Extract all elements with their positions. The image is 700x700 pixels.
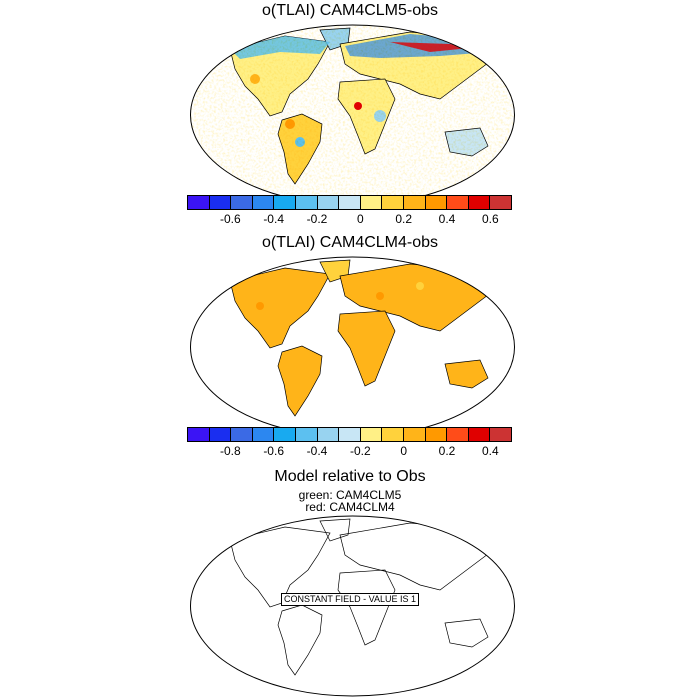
panel2-title: o(TLAI) CAM4CLM4-obs: [261, 234, 439, 251]
colorbar-box: [274, 196, 296, 209]
colorbar-box: [468, 196, 491, 209]
colorbar-tick-label: 0.6: [481, 212, 499, 226]
colorbar-tick-label: -0.8: [219, 444, 241, 458]
colorbar-tick-label: -0.4: [306, 444, 328, 458]
colorbar-box: [382, 428, 404, 441]
colorbar-box: [317, 428, 340, 441]
colorbar-box: [403, 428, 426, 441]
colorbar-box: [252, 196, 275, 209]
panel3-map: [190, 515, 515, 697]
constant-field-annotation: CONSTANT FIELD - VALUE IS 1: [281, 593, 420, 606]
panel1-colorbar-labels: -0.6 -0.4 -0.2 0 0.2 0.4 0.6: [187, 212, 512, 226]
colorbar-box: [403, 196, 426, 209]
colorbar-tick-label: 0.4: [438, 212, 456, 226]
colorbar-box: [425, 428, 448, 441]
colorbar-tick-label: -0.6: [263, 444, 284, 458]
colorbar-box: [339, 428, 361, 441]
colorbar-box: [209, 196, 232, 209]
colorbar-box: [425, 196, 448, 209]
colorbar-box: [295, 428, 318, 441]
colorbar-tick-label: -0.4: [263, 212, 284, 226]
colorbar-box: [447, 428, 469, 441]
colorbar-tick-label: 0: [400, 444, 407, 458]
colorbar-tick-label: 0.4: [481, 444, 499, 458]
colorbar-box: [339, 196, 361, 209]
colorbar-box: [360, 428, 383, 441]
colorbar-tick-label: -0.2: [306, 212, 328, 226]
panel2-colorbar: [187, 427, 512, 442]
colorbar-box: [274, 428, 296, 441]
panel2-map: [190, 256, 515, 438]
colorbar-box: [231, 196, 253, 209]
colorbar-box: [490, 428, 511, 441]
colorbar-tick-label: 0.2: [395, 212, 412, 226]
colorbar-tick-label: -0.2: [349, 444, 371, 458]
panel3-legend-line-1: green: CAM4CLM5: [298, 488, 402, 502]
panel1-colorbar: [187, 195, 512, 210]
colorbar-tick-label: -0.6: [219, 212, 241, 226]
colorbar-box: [447, 196, 469, 209]
colorbar-box: [231, 428, 253, 441]
colorbar-box: [252, 428, 275, 441]
panel3-legend-line-2: red: CAM4CLM4: [305, 500, 395, 514]
panel1-texture: [190, 25, 515, 205]
panel2-land: [229, 259, 501, 417]
colorbar-box: [317, 196, 340, 209]
colorbar-box: [360, 196, 383, 209]
panel2-colorbar-labels: -0.8 -0.6 -0.4 -0.2 0 0.2 0.4: [187, 444, 512, 458]
colorbar-box: [188, 196, 210, 209]
colorbar-tick-label: 0.2: [438, 444, 456, 458]
panel3-title: Model relative to Obs: [274, 468, 426, 485]
colorbar-box: [490, 196, 511, 209]
colorbar-box: [382, 196, 404, 209]
colorbar-box: [209, 428, 232, 441]
colorbar-box: [188, 428, 210, 441]
panel1-map: [190, 24, 515, 206]
panel3-map-border: [190, 515, 515, 697]
colorbar-tick-label: 0: [356, 212, 364, 226]
panel1-title: o(TLAI) CAM4CLM5-obs: [261, 2, 439, 19]
colorbar-box: [295, 196, 318, 209]
colorbar-box: [468, 428, 491, 441]
